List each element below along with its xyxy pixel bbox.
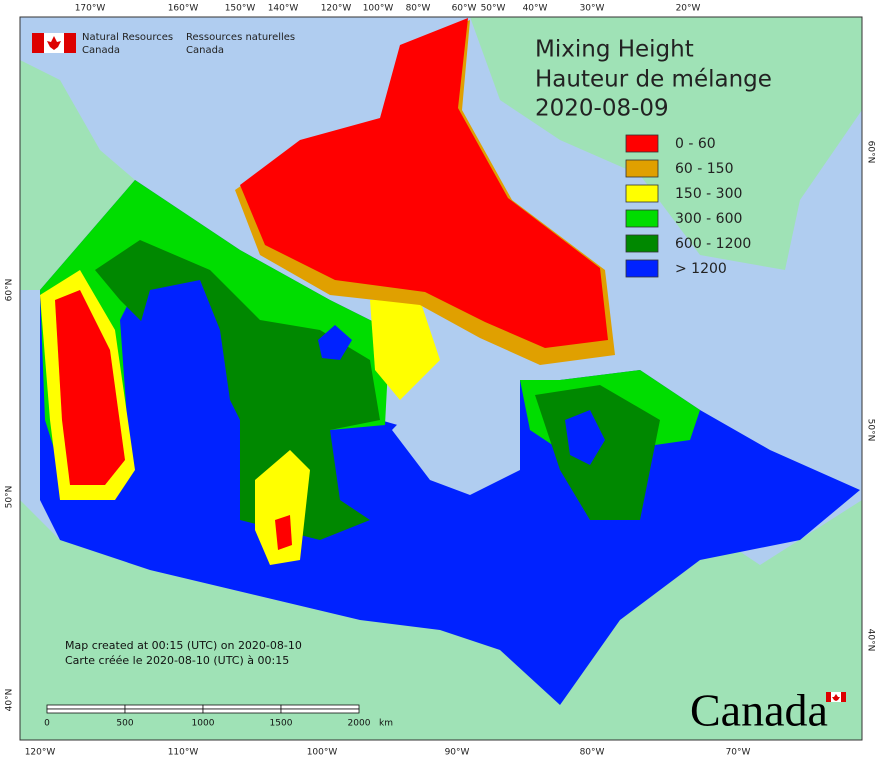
graticule-label: 70°W [726, 748, 751, 758]
flag-band [64, 33, 76, 53]
title: Hauteur de mélange [535, 67, 772, 93]
graticule-label: 80°W [580, 748, 605, 758]
graticule-label: 40°N [866, 629, 876, 652]
scale-segment [124, 704, 204, 710]
legend-label: 300 - 600 [675, 211, 742, 227]
created-en: Map created at 00:15 (UTC) on 2020-08-10 [65, 639, 302, 652]
scale-segment [202, 704, 282, 710]
org-en: Natural Resources [82, 32, 173, 43]
graticule-label: 100°W [363, 4, 394, 14]
flag-leaf [832, 694, 840, 701]
scale-segment [46, 708, 126, 714]
band-red-west [55, 290, 125, 485]
legend-swatch [625, 259, 659, 278]
legend: 0 - 60 60 - 150 150 - 300 300 - 600 600 - 12… [625, 134, 751, 278]
band-yellow-prairie [255, 450, 310, 565]
graticule-label: 90°W [445, 748, 470, 758]
greenland [470, 17, 862, 270]
scale-label: 500 [116, 719, 133, 729]
graticule-label: 80°W [406, 4, 431, 14]
graticule: 170°W 160°W 150°W 140°W 120°W 100°W 80°W 60°W 50… [5, 4, 876, 758]
graticule-label: 140°W [268, 4, 299, 14]
title: Mixing Height [535, 37, 694, 63]
scale-segment [46, 704, 126, 710]
flag-band [32, 33, 44, 53]
scale-segment [202, 708, 282, 714]
legend-label: 60 - 150 [675, 161, 734, 177]
graticule-label: 160°W [168, 4, 199, 14]
created-fr: Carte créée le 2020-08-10 (UTC) à 00:15 [65, 654, 289, 667]
graticule-label: 60°N [866, 141, 876, 164]
legend-swatch [625, 234, 659, 253]
scale-segment [280, 704, 360, 710]
graticule-label: 150°W [225, 4, 256, 14]
graticule-label: 50°W [481, 4, 506, 14]
graticule-label: 60°W [452, 4, 477, 14]
legend-label: 150 - 300 [675, 186, 742, 202]
interior-blue [130, 280, 240, 520]
scale-label: 0 [44, 719, 50, 729]
band-red-prairie [275, 515, 292, 550]
graticule-label: 100°W [307, 748, 338, 758]
legend-swatch [625, 134, 659, 153]
org-fr: Ressources naturelles [186, 32, 295, 43]
alaska [20, 60, 135, 290]
flag-band [826, 692, 831, 702]
graticule-label: 110°W [168, 748, 199, 758]
org-fr: Canada [186, 45, 224, 56]
flag-band [841, 692, 846, 702]
arctic-red [240, 18, 608, 348]
scale-unit: km [379, 719, 393, 729]
wordmark: Canada [690, 685, 828, 736]
graticule-label: 60°N [5, 279, 15, 302]
scale-label: 2000 [348, 719, 371, 729]
scale-segment [124, 708, 204, 714]
scale-label: 1500 [270, 719, 293, 729]
wordmark-flag [826, 692, 846, 702]
scale-segment [280, 708, 360, 714]
flag-leaf [47, 36, 61, 50]
legend-swatch [625, 209, 659, 228]
graticule-label: 170°W [75, 4, 106, 14]
band-yellow-north [370, 300, 440, 400]
legend-label: 600 - 1200 [675, 236, 751, 252]
legend-swatch [625, 159, 659, 178]
map-frame [19, 16, 863, 741]
scale-bar: 0 500 1000 1500 2000 km [44, 704, 393, 729]
graticule-label: 40°N [5, 689, 15, 712]
graticule-label: 30°W [580, 4, 605, 14]
legend-swatch [625, 184, 659, 203]
graticule-label: 120°W [321, 4, 352, 14]
nrcan-flag [32, 33, 76, 53]
legend-label: > 1200 [675, 261, 727, 277]
lake-blue-quebec [565, 410, 605, 465]
hudson-bay [392, 380, 520, 495]
org-en: Canada [82, 45, 120, 56]
scale-label: 1000 [192, 719, 215, 729]
graticule-label: 120°W [25, 748, 56, 758]
legend-label: 0 - 60 [675, 136, 716, 152]
lake-blue [318, 325, 352, 360]
graticule-label: 50°N [5, 486, 15, 509]
title: 2020-08-09 [535, 96, 669, 122]
graticule-label: 40°W [523, 4, 548, 14]
graticule-label: 50°N [866, 419, 876, 442]
graticule-label: 20°W [676, 4, 701, 14]
